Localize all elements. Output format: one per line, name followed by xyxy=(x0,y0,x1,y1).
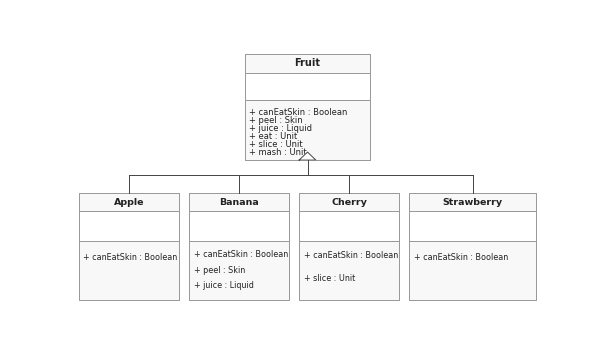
Text: + canEatSkin : Boolean: + canEatSkin : Boolean xyxy=(250,108,348,117)
Bar xyxy=(189,193,289,211)
Bar xyxy=(409,211,536,242)
Text: Apple: Apple xyxy=(113,198,144,207)
Bar xyxy=(299,193,399,300)
Text: + peel : Skin: + peel : Skin xyxy=(250,116,303,125)
Bar xyxy=(245,54,370,73)
Text: + peel : Skin: + peel : Skin xyxy=(194,266,245,275)
Bar xyxy=(245,73,370,100)
Text: + mash : Unit: + mash : Unit xyxy=(250,148,307,157)
Polygon shape xyxy=(299,152,316,160)
Bar xyxy=(299,242,399,300)
Text: Banana: Banana xyxy=(219,198,259,207)
Bar xyxy=(245,100,370,160)
Bar xyxy=(409,193,536,300)
Bar xyxy=(79,211,179,242)
Bar xyxy=(189,211,289,242)
Text: + slice : Unit: + slice : Unit xyxy=(304,274,355,283)
Text: + canEatSkin : Boolean: + canEatSkin : Boolean xyxy=(304,251,398,260)
Text: + juice : Liquid: + juice : Liquid xyxy=(250,124,313,133)
Text: + canEatSkin : Boolean: + canEatSkin : Boolean xyxy=(83,253,178,262)
Bar xyxy=(79,193,179,211)
Bar xyxy=(299,211,399,242)
Bar xyxy=(299,193,399,211)
Text: + eat : Unit: + eat : Unit xyxy=(250,132,298,141)
Text: Strawberry: Strawberry xyxy=(443,198,503,207)
Bar xyxy=(79,193,179,300)
Text: + juice : Liquid: + juice : Liquid xyxy=(194,281,253,290)
Text: + canEatSkin : Boolean: + canEatSkin : Boolean xyxy=(194,250,288,259)
Text: Fruit: Fruit xyxy=(295,58,320,69)
Text: + canEatSkin : Boolean: + canEatSkin : Boolean xyxy=(414,253,508,262)
Bar xyxy=(245,54,370,160)
Bar xyxy=(189,242,289,300)
Text: Cherry: Cherry xyxy=(331,198,367,207)
Bar xyxy=(409,242,536,300)
Bar xyxy=(409,193,536,211)
Text: + slice : Unit: + slice : Unit xyxy=(250,140,303,149)
Bar xyxy=(189,193,289,300)
Bar xyxy=(79,242,179,300)
